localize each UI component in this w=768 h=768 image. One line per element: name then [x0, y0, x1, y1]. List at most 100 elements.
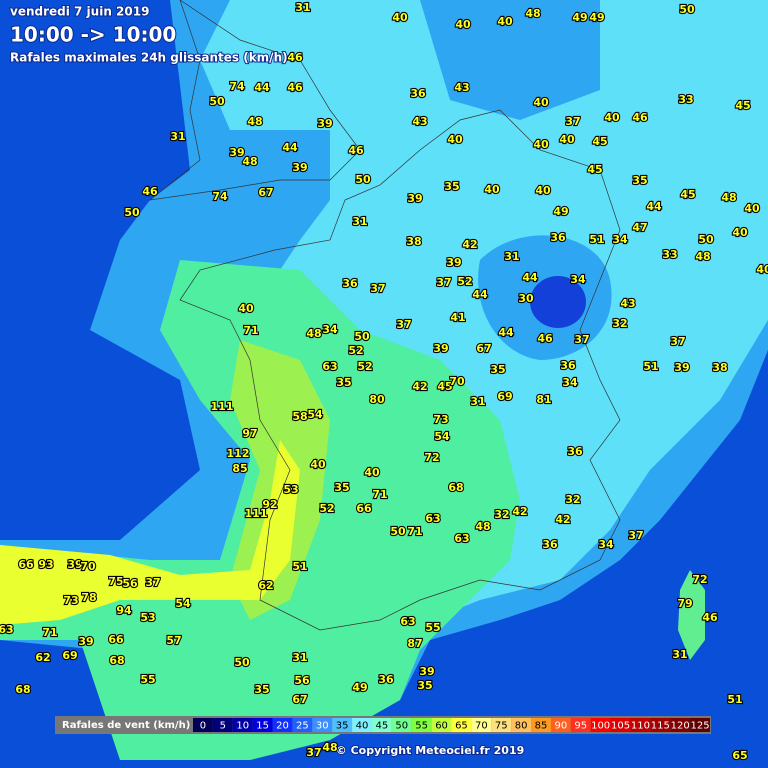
station-value: 31: [672, 648, 687, 661]
date: vendredi 7 juin 2019: [10, 5, 149, 19]
zone-20: [530, 276, 586, 328]
subtitle: Rafales maximales 24h glissantes (km/h): [10, 51, 288, 65]
station-value: 46: [287, 81, 303, 94]
britain-coast: [148, 0, 361, 201]
legend-swatch: [411, 718, 432, 732]
station-value: 44: [646, 200, 662, 213]
station-value: 81: [536, 393, 551, 406]
station-value: 32: [612, 317, 627, 330]
station-value: 35: [490, 363, 505, 376]
station-value: 50: [679, 3, 695, 16]
station-value: 63: [0, 623, 14, 636]
legend-label: 75: [495, 721, 508, 732]
station-value: 33: [662, 248, 677, 261]
station-value: 49: [589, 11, 604, 24]
legend-label: 10: [236, 721, 249, 732]
legend-label: 45: [376, 721, 389, 732]
station-value: 67: [476, 342, 491, 355]
station-value: 46: [348, 144, 364, 157]
station-value: 80: [369, 393, 385, 406]
station-value: 46: [142, 185, 158, 198]
station-value: 37: [396, 318, 411, 331]
legend-swatch: [391, 718, 412, 732]
legend-swatch: [252, 718, 273, 732]
station-value: 53: [140, 611, 155, 624]
legend-swatch: [431, 718, 452, 732]
station-value: 69: [62, 649, 77, 662]
station-value: 45: [592, 135, 607, 148]
legend-swatch: [292, 718, 313, 732]
legend-swatch: [670, 718, 691, 732]
station-value: 50: [124, 206, 140, 219]
station-value: 74: [229, 80, 245, 93]
legend-swatch: [690, 718, 710, 732]
station-value: 35: [417, 679, 432, 692]
legend-swatch: [232, 718, 253, 732]
station-value: 37: [628, 529, 643, 542]
station-value: 37: [306, 746, 321, 759]
station-value: 36: [560, 359, 576, 372]
legend-label: 115: [651, 721, 670, 732]
legend-label: 65: [455, 721, 468, 732]
station-value: 87: [407, 637, 422, 650]
station-value: 52: [457, 275, 472, 288]
station-value: 36: [378, 673, 394, 686]
legend-label: 55: [415, 721, 428, 732]
station-value: 40: [732, 226, 748, 239]
station-value: 73: [63, 594, 78, 607]
station-value: 111: [211, 400, 234, 413]
station-value: 85: [232, 462, 247, 475]
legend-swatch: [212, 718, 233, 732]
station-value: 112: [227, 447, 250, 460]
station-value: 66: [108, 633, 124, 646]
station-value: 37: [145, 576, 160, 589]
station-value: 50: [698, 233, 714, 246]
france-border: [179, 109, 621, 631]
station-value: 49: [352, 681, 367, 694]
station-value: 36: [542, 538, 558, 551]
station-value: 36: [550, 231, 566, 244]
legend-swatch: [610, 718, 631, 732]
legend-label: 100: [591, 721, 610, 732]
station-value: 66: [18, 558, 34, 571]
legend-label: 95: [574, 721, 587, 732]
station-value: 40: [744, 202, 760, 215]
station-value: 44: [254, 81, 270, 94]
station-value: 94: [116, 604, 132, 617]
station-value: 56: [122, 577, 138, 590]
legend-swatch: [451, 718, 472, 732]
legend-swatch: [371, 718, 392, 732]
legend-label: 110: [631, 721, 650, 732]
legend-swatch: [193, 718, 213, 732]
station-value: 48: [306, 327, 321, 340]
legend-label: 125: [691, 721, 710, 732]
legend-label: 60: [435, 721, 448, 732]
legend-label: 40: [356, 721, 369, 732]
station-value: 93: [38, 558, 53, 571]
station-value: 63: [400, 615, 415, 628]
station-value: 40: [533, 96, 549, 109]
period: 10:00 -> 10:00: [10, 23, 176, 47]
legend-label: 80: [515, 721, 528, 732]
station-value: 111: [245, 507, 268, 520]
station-value: 36: [342, 277, 358, 290]
station-value: 31: [470, 395, 485, 408]
station-value: 46: [537, 332, 553, 345]
station-value: 39: [674, 361, 689, 374]
station-value: 73: [433, 413, 448, 426]
station-value: 43: [454, 81, 469, 94]
station-value: 37: [670, 335, 685, 348]
station-value: 49: [553, 205, 568, 218]
legend-swatch: [312, 718, 333, 732]
legend-label: 35: [336, 721, 349, 732]
station-value: 31: [292, 651, 307, 664]
station-value: 35: [334, 481, 349, 494]
station-value: 63: [425, 512, 440, 525]
legend-label: 25: [296, 721, 309, 732]
station-value: 45: [735, 99, 750, 112]
station-value: 40: [310, 458, 326, 471]
station-value: 78: [81, 591, 96, 604]
legend-label: 0: [200, 721, 206, 732]
station-value: 40: [559, 133, 575, 146]
